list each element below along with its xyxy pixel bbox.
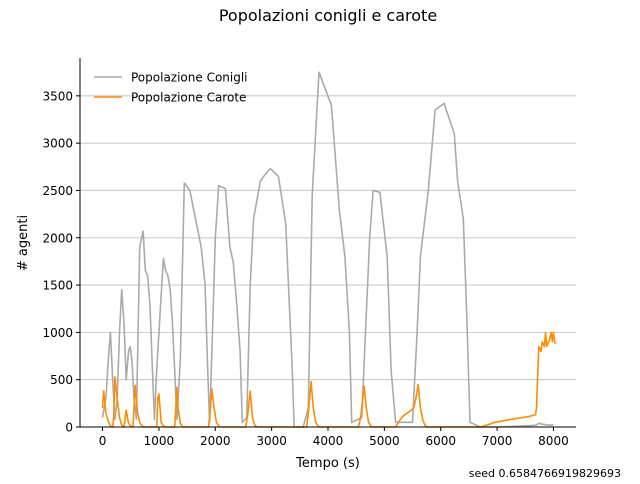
y-tick-label: 1500 <box>42 279 73 293</box>
x-tick-label: 6000 <box>425 434 456 448</box>
y-tick-label: 2000 <box>42 231 73 245</box>
y-ticks: 0 500 1000 1500 2000 2500 3000 3500 <box>42 89 80 435</box>
y-tick-label: 0 <box>65 421 73 435</box>
x-tick-label: 2000 <box>200 434 231 448</box>
legend-label: Popolazione Conigli <box>131 71 248 85</box>
x-tick-label: 0 <box>99 434 107 448</box>
x-tick-label: 8000 <box>538 434 569 448</box>
x-axis-label: Tempo (s) <box>295 456 360 471</box>
y-tick-label: 3500 <box>42 89 73 103</box>
legend-label: Popolazione Carote <box>131 91 246 105</box>
y-tick-label: 2500 <box>42 184 73 198</box>
series-line-conigli <box>101 71 554 428</box>
y-axis-label: # agenti <box>16 215 31 271</box>
series-line-carote <box>101 331 557 428</box>
y-tick-label: 3000 <box>42 137 73 151</box>
y-tick-label: 500 <box>50 373 73 387</box>
x-tick-label: 1000 <box>144 434 175 448</box>
x-tick-label: 3000 <box>256 434 287 448</box>
x-tick-label: 7000 <box>482 434 513 448</box>
chart-title: Popolazioni conigli e carote <box>219 6 437 25</box>
footnote: seed 0.6584766919829693 <box>469 467 621 480</box>
legend: Popolazione Conigli Popolazione Carote <box>94 71 248 105</box>
y-tick-label: 1000 <box>42 326 73 340</box>
x-tick-label: 4000 <box>313 434 344 448</box>
x-tick-label: 5000 <box>369 434 400 448</box>
grid <box>80 95 576 381</box>
plot-area <box>101 71 557 428</box>
x-ticks: 0 1000 2000 3000 4000 5000 6000 7000 8000 <box>99 427 569 448</box>
